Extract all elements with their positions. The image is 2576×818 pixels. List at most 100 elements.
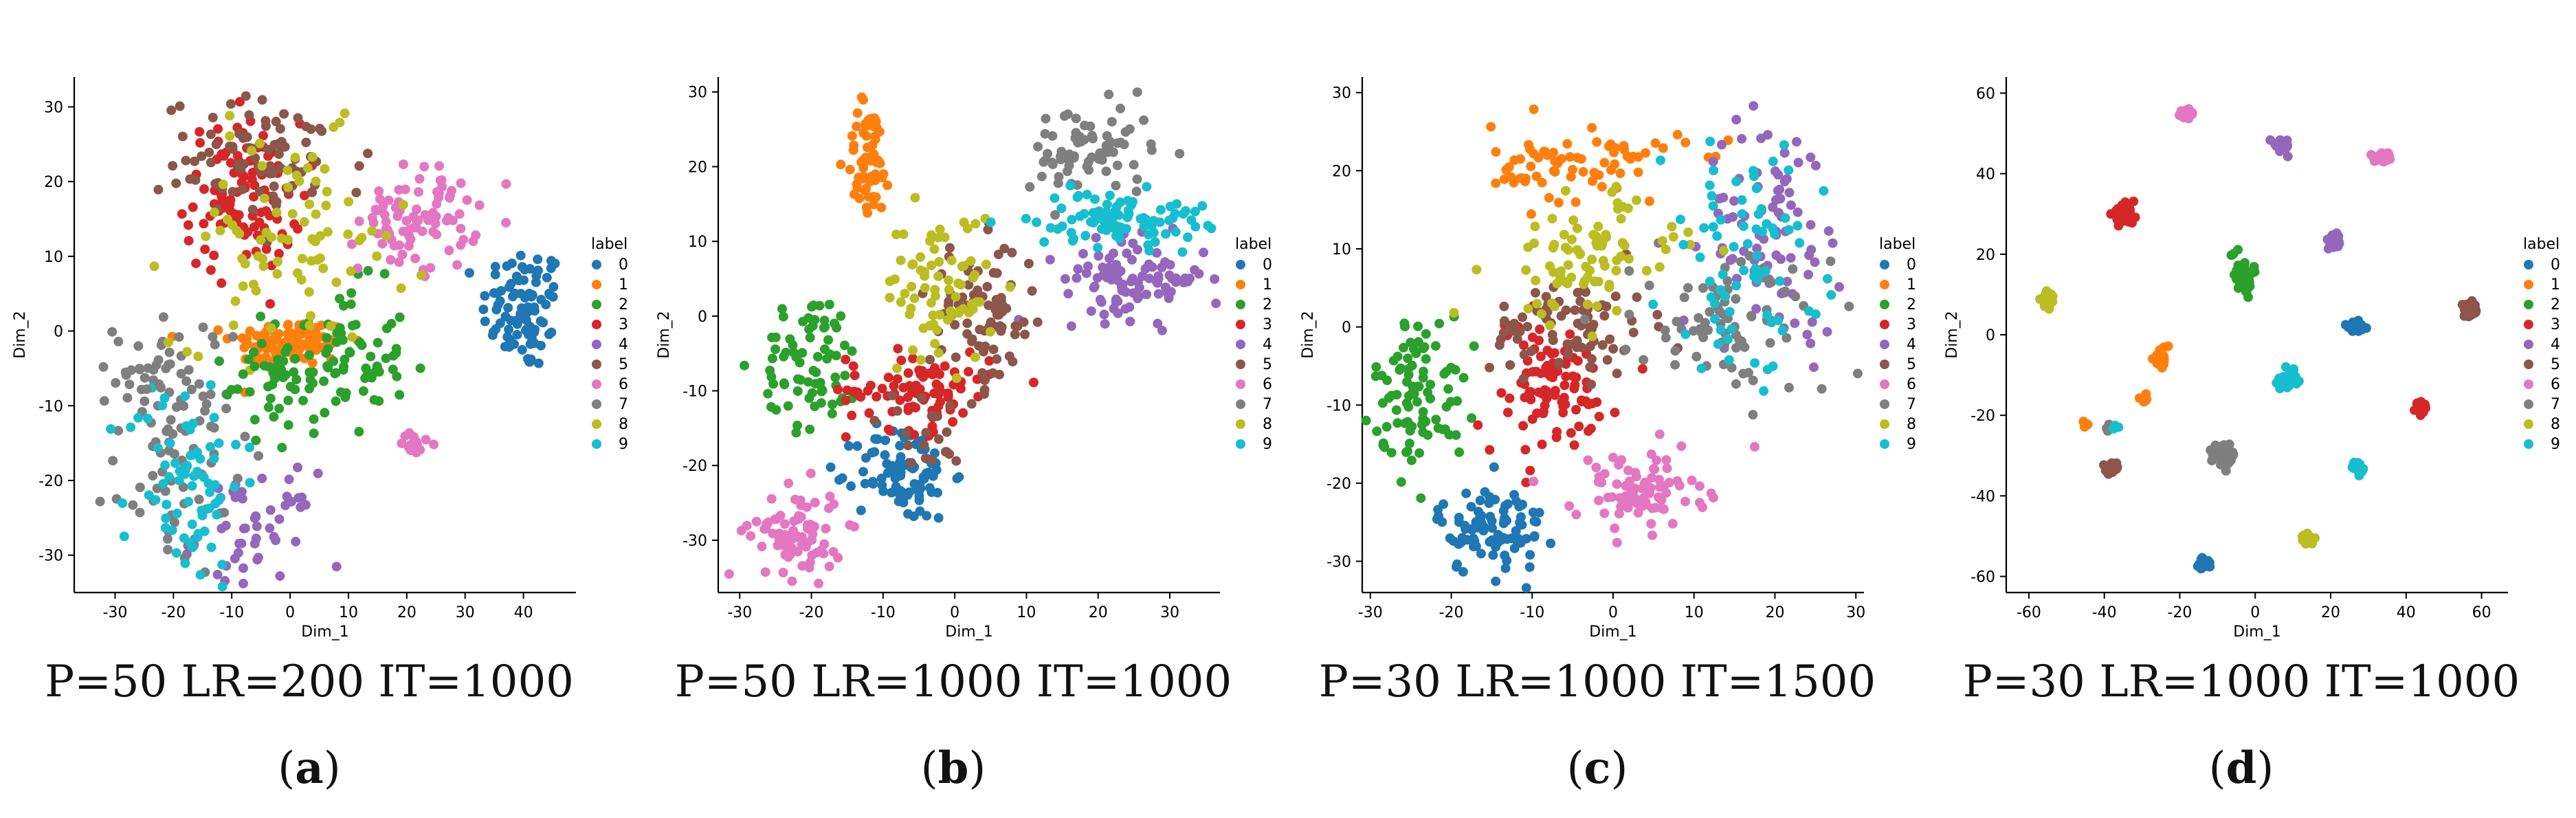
y-tick-label: -30	[38, 548, 63, 565]
scatter-point-label-4	[1122, 248, 1132, 258]
scatter-point-label-2	[1408, 344, 1419, 354]
scatter-point-label-2	[263, 382, 273, 392]
scatter-point-label-5	[1023, 258, 1034, 269]
scatter-point-label-8	[1632, 195, 1641, 206]
scatter-point-label-6	[412, 204, 421, 214]
scatter-point-label-0	[1489, 462, 1499, 472]
scatter-point-label-5	[168, 161, 178, 171]
scatter-point-label-6	[760, 567, 770, 577]
x-tick-label: 0	[950, 604, 959, 621]
scatter-point-label-2	[1418, 407, 1428, 417]
scatter-point-label-3	[225, 199, 235, 210]
scatter-point-label-3	[1535, 351, 1546, 362]
scatter-point-label-0	[541, 300, 551, 310]
scatter-point-label-8	[287, 209, 298, 219]
scatter-point-label-2	[283, 395, 293, 406]
panel-letter-a-text: a	[295, 742, 324, 794]
scatter-point-label-8	[320, 164, 330, 174]
scatter-point-label-4	[1089, 281, 1100, 291]
legend-entry-9: 9	[1263, 436, 1272, 453]
scatter-point-label-3	[1473, 420, 1483, 430]
scatter-point-label-7	[1104, 89, 1114, 100]
scatter-point-label-7	[1101, 166, 1111, 177]
scatter-point-label-9	[1724, 307, 1735, 317]
scatter-point-label-4	[1807, 317, 1817, 327]
scatter-point-label-2	[836, 311, 846, 321]
scatter-point-label-2	[792, 374, 803, 384]
scatter-point-label-8	[398, 199, 408, 210]
legend-entry-6: 6	[1907, 376, 1916, 393]
scatter-point-label-4	[1128, 274, 1137, 284]
scatter-point-label-7	[166, 414, 176, 425]
scatter-point-label-9	[1784, 225, 1794, 235]
x-tick-label: 0	[285, 604, 295, 621]
legend-marker-3	[2524, 320, 2533, 329]
scatter-point-label-9	[158, 478, 168, 489]
scatter-point-label-0	[1529, 531, 1540, 541]
scatter-point-label-0	[904, 487, 914, 498]
scatter-point-label-3	[896, 355, 907, 366]
scatter-point-label-4	[1732, 274, 1742, 284]
x-axis-label: Dim_1	[301, 623, 348, 641]
scatter-point-label-3	[895, 395, 905, 406]
scatter-point-label-5	[317, 126, 327, 136]
caption-params-b: P=50 LR=1000 IT=1000	[674, 656, 1232, 707]
scatter-point-label-4	[2283, 151, 2293, 162]
scatter-point-label-9	[1656, 155, 1665, 166]
x-tick-label: 10	[339, 604, 358, 621]
scatter-point-label-8	[1611, 265, 1621, 276]
scatter-point-label-8	[215, 225, 225, 236]
scatter-point-label-7	[1107, 146, 1117, 157]
scatter-point-label-2	[791, 428, 801, 438]
scatter-point-label-2	[830, 372, 841, 382]
scatter-point-label-6	[414, 174, 425, 184]
scatter-point-label-6	[1571, 509, 1581, 520]
scatter-point-label-3	[216, 149, 227, 159]
scatter-point-label-2	[778, 311, 788, 322]
scatter-point-label-0	[1458, 566, 1468, 577]
x-tick-label: -10	[871, 604, 896, 621]
legend-marker-5	[592, 360, 601, 369]
scatter-point-label-7	[210, 340, 220, 350]
scatter-point-label-2	[308, 367, 318, 377]
legend-entry-3: 3	[1907, 316, 1916, 333]
scatter-point-label-7	[254, 451, 263, 461]
scatter-point-label-6	[819, 539, 830, 549]
scatter-point-label-1	[290, 345, 300, 355]
scatter-point-label-0	[1487, 523, 1497, 533]
scatter-point-label-6	[1672, 476, 1683, 486]
scatter-point-label-9	[204, 503, 214, 513]
scatter-point-label-2	[1458, 373, 1469, 383]
scatter-point-label-0	[1439, 499, 1449, 509]
scatter-point-label-8	[257, 161, 267, 171]
scatter-point-label-2	[280, 370, 291, 380]
scatter-point-label-6	[1594, 496, 1604, 506]
scatter-point-label-8	[225, 111, 235, 121]
scatter-point-label-6	[454, 209, 465, 219]
scatter-point-label-5	[247, 204, 258, 214]
scatter-point-label-6	[771, 514, 781, 524]
y-tick-label: 20	[1976, 247, 1995, 264]
scatter-point-label-3	[914, 365, 924, 375]
scatter-point-label-2	[308, 378, 318, 388]
scatter-point-label-0	[480, 316, 490, 327]
scatter-point-label-1	[876, 202, 887, 212]
scatter-point-label-1	[848, 145, 858, 155]
scatter-point-label-6	[346, 239, 357, 250]
scatter-point-label-5	[181, 155, 191, 166]
scatter-point-label-2	[1403, 353, 1413, 364]
scatter-point-label-6	[764, 517, 773, 527]
y-tick-label: 30	[1332, 85, 1351, 102]
scatter-point-label-7	[1088, 133, 1098, 144]
scatter-point-label-1	[1576, 154, 1586, 164]
scatter-point-label-9	[1155, 217, 1165, 228]
scatter-point-label-2	[1392, 390, 1402, 400]
scatter-point-label-4	[1803, 269, 1814, 280]
legend-marker-2	[592, 300, 601, 309]
legend-marker-4	[592, 340, 601, 349]
scatter-point-label-8	[193, 351, 203, 362]
scatter-point-label-7	[1033, 142, 1043, 152]
scatter-point-label-7	[221, 404, 232, 414]
scatter-point-label-3	[1504, 393, 1515, 404]
